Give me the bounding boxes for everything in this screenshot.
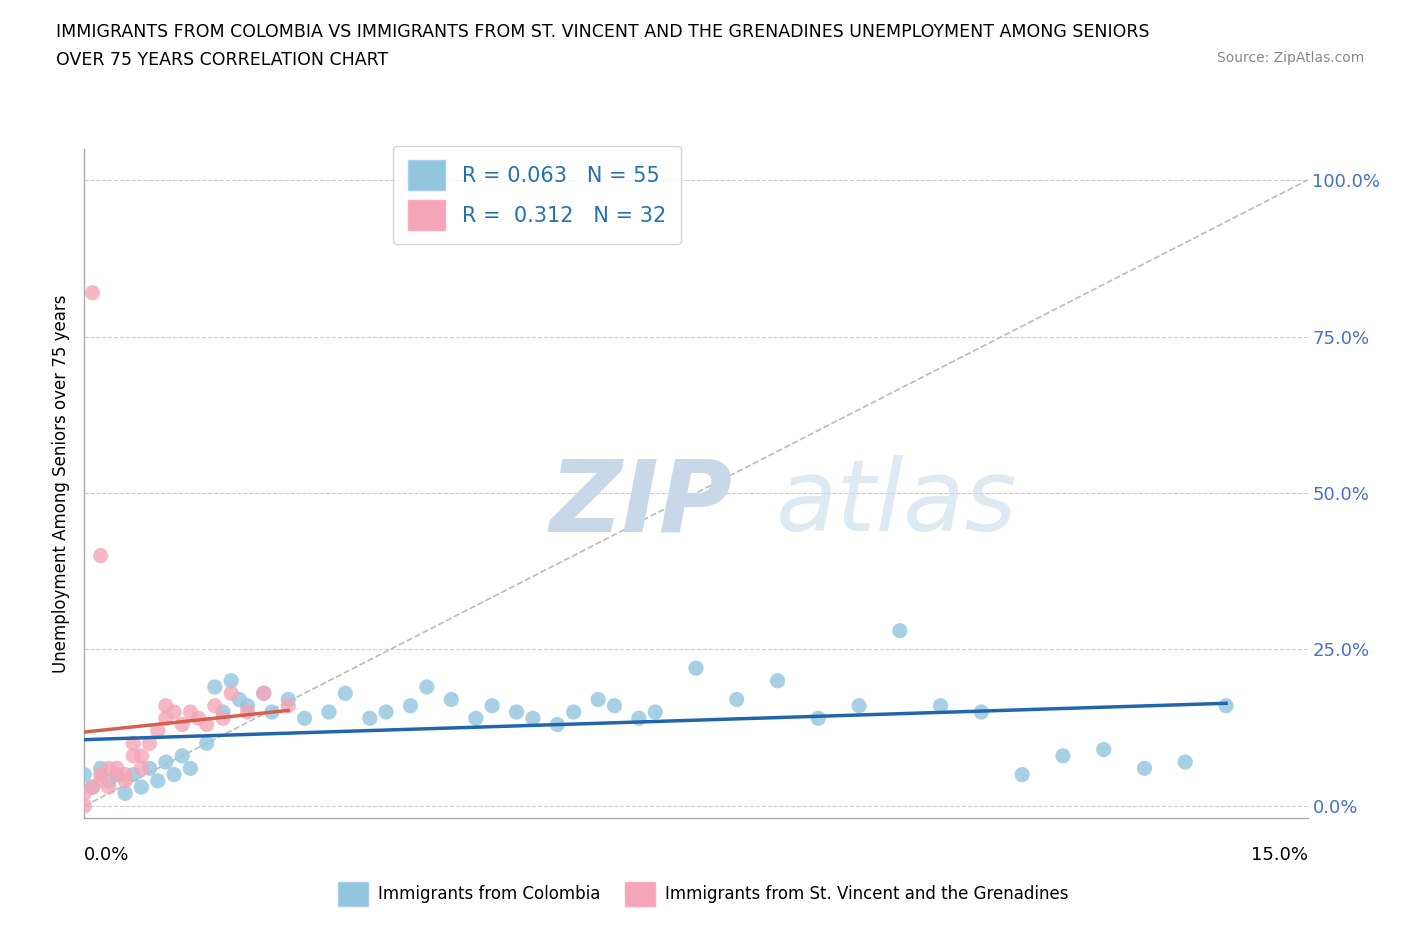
Point bbox=[195, 717, 218, 732]
Point bbox=[562, 705, 585, 720]
Point bbox=[97, 761, 120, 776]
Point bbox=[131, 779, 153, 794]
Y-axis label: Unemployment Among Seniors over 75 years: Unemployment Among Seniors over 75 years bbox=[52, 295, 70, 672]
Text: IMMIGRANTS FROM COLOMBIA VS IMMIGRANTS FROM ST. VINCENT AND THE GRENADINES UNEMP: IMMIGRANTS FROM COLOMBIA VS IMMIGRANTS F… bbox=[56, 23, 1150, 41]
Point bbox=[277, 692, 299, 707]
Point bbox=[725, 692, 748, 707]
Point bbox=[155, 698, 177, 713]
Point bbox=[277, 698, 299, 713]
Point bbox=[212, 705, 235, 720]
Point bbox=[195, 736, 218, 751]
Point bbox=[155, 711, 177, 725]
Point bbox=[90, 548, 112, 563]
Point bbox=[627, 711, 650, 725]
Point bbox=[294, 711, 316, 725]
Point bbox=[90, 767, 112, 782]
Point bbox=[481, 698, 503, 713]
Legend: R = 0.063   N = 55, R =  0.312   N = 32: R = 0.063 N = 55, R = 0.312 N = 32 bbox=[394, 146, 681, 245]
Point bbox=[122, 749, 145, 764]
Point bbox=[73, 767, 96, 782]
Point bbox=[766, 673, 789, 688]
Point bbox=[82, 779, 104, 794]
Point bbox=[105, 767, 128, 782]
Point bbox=[219, 685, 242, 700]
Point bbox=[253, 685, 276, 700]
Point bbox=[82, 286, 104, 300]
Point bbox=[163, 705, 186, 720]
Point bbox=[146, 724, 169, 738]
Point bbox=[172, 717, 194, 732]
Point bbox=[204, 698, 226, 713]
Point bbox=[335, 685, 357, 700]
Point bbox=[889, 623, 911, 638]
Point bbox=[187, 711, 209, 725]
Point bbox=[114, 767, 136, 782]
Point bbox=[522, 711, 544, 725]
Point bbox=[1215, 698, 1237, 713]
Point bbox=[603, 698, 626, 713]
Point bbox=[131, 761, 153, 776]
Text: 0.0%: 0.0% bbox=[84, 846, 129, 864]
Point bbox=[1011, 767, 1033, 782]
Point bbox=[399, 698, 422, 713]
Point bbox=[212, 711, 235, 725]
Point bbox=[464, 711, 486, 725]
Point bbox=[416, 680, 439, 695]
Point bbox=[73, 786, 96, 801]
Point bbox=[138, 736, 160, 751]
Text: OVER 75 YEARS CORRELATION CHART: OVER 75 YEARS CORRELATION CHART bbox=[56, 51, 388, 69]
Point bbox=[204, 680, 226, 695]
Point bbox=[440, 692, 463, 707]
Point bbox=[146, 774, 169, 789]
Point bbox=[219, 673, 242, 688]
Point bbox=[685, 661, 707, 676]
Text: Source: ZipAtlas.com: Source: ZipAtlas.com bbox=[1216, 51, 1364, 65]
Point bbox=[228, 692, 250, 707]
Point bbox=[318, 705, 340, 720]
Point bbox=[114, 786, 136, 801]
Point bbox=[1174, 754, 1197, 769]
Point bbox=[122, 767, 145, 782]
Point bbox=[179, 761, 201, 776]
Point bbox=[73, 799, 96, 814]
Point bbox=[97, 779, 120, 794]
Point bbox=[1092, 742, 1115, 757]
Point bbox=[131, 749, 153, 764]
Point bbox=[105, 767, 128, 782]
Point bbox=[90, 761, 112, 776]
Point bbox=[172, 749, 194, 764]
Point bbox=[236, 698, 259, 713]
Text: 15.0%: 15.0% bbox=[1250, 846, 1308, 864]
Point bbox=[586, 692, 609, 707]
Point bbox=[359, 711, 381, 725]
Point bbox=[929, 698, 952, 713]
Point bbox=[1052, 749, 1074, 764]
Point bbox=[236, 705, 259, 720]
Text: atlas: atlas bbox=[776, 455, 1017, 552]
Point bbox=[97, 774, 120, 789]
Point bbox=[253, 685, 276, 700]
Point bbox=[179, 705, 201, 720]
Point bbox=[848, 698, 870, 713]
Point bbox=[114, 774, 136, 789]
Point bbox=[546, 717, 568, 732]
Text: ZIP: ZIP bbox=[550, 455, 733, 552]
Point bbox=[644, 705, 666, 720]
Point bbox=[807, 711, 830, 725]
Point bbox=[155, 754, 177, 769]
Point bbox=[105, 761, 128, 776]
Point bbox=[122, 736, 145, 751]
Point bbox=[1133, 761, 1156, 776]
Point bbox=[505, 705, 527, 720]
Point bbox=[970, 705, 993, 720]
Point bbox=[375, 705, 398, 720]
Point bbox=[90, 774, 112, 789]
Point bbox=[260, 705, 283, 720]
Point bbox=[138, 761, 160, 776]
Legend: Immigrants from Colombia, Immigrants from St. Vincent and the Grenadines: Immigrants from Colombia, Immigrants fro… bbox=[330, 875, 1076, 912]
Point bbox=[163, 767, 186, 782]
Point bbox=[82, 779, 104, 794]
